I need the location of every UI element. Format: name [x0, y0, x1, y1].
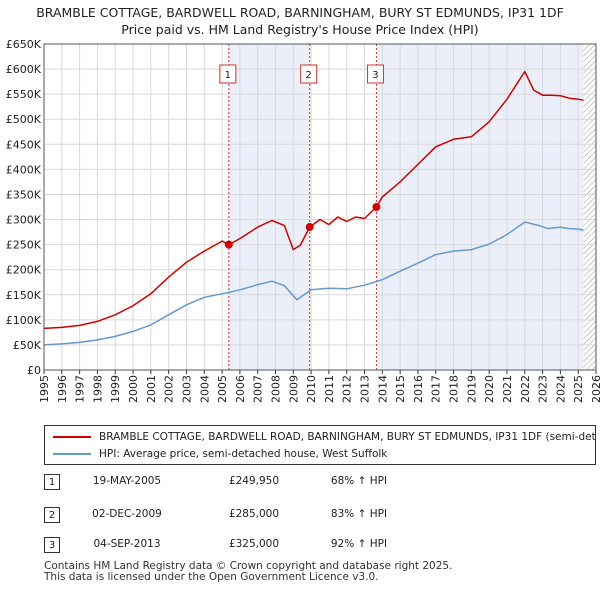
- x-tick-label: 2003: [180, 375, 193, 403]
- x-tick-label: 2023: [537, 375, 550, 403]
- x-tick-label: 2017: [430, 375, 443, 403]
- x-tick-label: 1997: [74, 375, 87, 403]
- sale-price: £249,950: [228, 475, 280, 487]
- x-tick-label: 1996: [56, 375, 69, 403]
- sale-price: £325,000: [228, 538, 280, 550]
- x-tick-label: 2004: [198, 375, 211, 403]
- sale-marker-box: [219, 64, 237, 84]
- sale-price: £285,000: [228, 508, 280, 520]
- x-tick-label: 2016: [412, 375, 425, 403]
- y-tick-label: £0: [27, 364, 41, 377]
- plot-frame: [43, 43, 597, 371]
- chart-title-line2: Price paid vs. HM Land Registry's House …: [121, 22, 479, 37]
- sale-date: 19-MAY-2005: [92, 475, 162, 487]
- x-tick-label: 2010: [305, 375, 318, 403]
- footer-line1: Contains HM Land Registry data © Crown c…: [44, 560, 453, 572]
- x-tick-label: 2006: [234, 375, 247, 403]
- sale-marker-box: [366, 64, 384, 84]
- x-tick-label: 1995: [38, 375, 51, 403]
- y-tick-label: £200K: [6, 264, 42, 277]
- y-tick-label: £400K: [6, 163, 42, 176]
- chart-title: BRAMBLE COTTAGE, BARDWELL ROAD, BARNINGH…: [0, 4, 600, 38]
- y-tick-label: £500K: [6, 113, 42, 126]
- sale-point: [305, 223, 314, 232]
- y-tick-label: £300K: [6, 214, 42, 227]
- price-chart: 1 2 3 1995 1996 1997 1998 1999 2000 2001 2002 2003…: [6, 38, 600, 403]
- x-tick-label: 2011: [323, 375, 336, 403]
- forecast-hatch: [583, 44, 596, 370]
- x-tick-label: 2014: [376, 375, 389, 403]
- y-tick-label: £650K: [6, 38, 42, 51]
- legend-item-property: BRAMBLE COTTAGE, BARDWELL ROAD, BARNINGH…: [53, 429, 596, 445]
- y-tick-label: £550K: [6, 88, 42, 101]
- x-tick-label: 2025: [572, 375, 585, 403]
- x-tick-label: 2022: [519, 375, 532, 403]
- x-tick-label: 2019: [465, 375, 478, 403]
- legend-swatch-property: [53, 436, 91, 438]
- y-tick-label: £100K: [6, 314, 42, 327]
- x-tick-label: 2012: [341, 375, 354, 403]
- sale-marker-label: 3: [372, 70, 378, 81]
- sale-date: 04-SEP-2013: [93, 538, 161, 550]
- chart-title-line1: BRAMBLE COTTAGE, BARDWELL ROAD, BARNINGH…: [36, 5, 564, 20]
- legend-item-hpi: HPI: Average price, semi-detached house,…: [53, 446, 387, 462]
- x-tick-label: 2018: [448, 375, 461, 403]
- y-tick-label: £250K: [6, 239, 42, 252]
- x-tick-label: 2020: [483, 375, 496, 403]
- sale-marker-label: 1: [225, 70, 231, 81]
- series-line: [43, 221, 584, 346]
- sale-date: 02-DEC-2009: [92, 508, 162, 520]
- y-tick-label: £450K: [6, 138, 42, 151]
- sale-number-badge: 1: [44, 474, 60, 490]
- x-tick-label: 2024: [554, 375, 567, 403]
- sale-hpi-change: 92% ↑ HPI: [330, 538, 388, 550]
- sale-hpi-change: 68% ↑ HPI: [330, 475, 388, 487]
- x-tick-label: 2013: [359, 375, 372, 403]
- sale-marker-box: [300, 64, 318, 84]
- x-tick-label: 2015: [394, 375, 407, 403]
- x-tick-label: 2007: [252, 375, 265, 403]
- x-tick-label: 1998: [91, 375, 104, 403]
- sale-number-badge: 2: [44, 507, 60, 523]
- sale-hpi-change: 83% ↑ HPI: [330, 508, 388, 520]
- footer-line2: This data is licensed under the Open Gov…: [44, 571, 379, 583]
- sale-number-badge: 3: [44, 537, 60, 553]
- x-tick-label: 2008: [269, 375, 282, 403]
- x-tick-label: 2026: [590, 375, 600, 403]
- sale-point: [224, 240, 233, 249]
- sale-marker-label: 2: [305, 70, 311, 81]
- y-tick-label: £50K: [13, 339, 42, 352]
- x-tick-label: 2009: [287, 375, 300, 403]
- series-line: [43, 70, 584, 330]
- x-tick-label: 2002: [163, 375, 176, 403]
- legend-swatch-hpi: [53, 453, 91, 455]
- y-tick-label: £350K: [6, 188, 42, 201]
- x-tick-label: 2001: [145, 375, 158, 403]
- y-tick-label: £150K: [6, 289, 42, 302]
- x-tick-label: 2000: [127, 375, 140, 403]
- ownership-shade: [228, 44, 310, 370]
- x-tick-label: 1999: [109, 375, 122, 403]
- x-tick-label: 2005: [216, 375, 229, 403]
- y-tick-label: £600K: [6, 63, 42, 76]
- footer-credit: Contains HM Land Registry data © Crown c…: [44, 561, 452, 583]
- legend-label-property: BRAMBLE COTTAGE, BARDWELL ROAD, BARNINGH…: [99, 431, 596, 443]
- legend-label-hpi: HPI: Average price, semi-detached house,…: [99, 448, 388, 460]
- x-tick-label: 2021: [501, 375, 514, 403]
- ownership-shade: [376, 44, 584, 370]
- sale-point: [372, 203, 381, 211]
- chart-legend: BRAMBLE COTTAGE, BARDWELL ROAD, BARNINGH…: [44, 425, 596, 465]
